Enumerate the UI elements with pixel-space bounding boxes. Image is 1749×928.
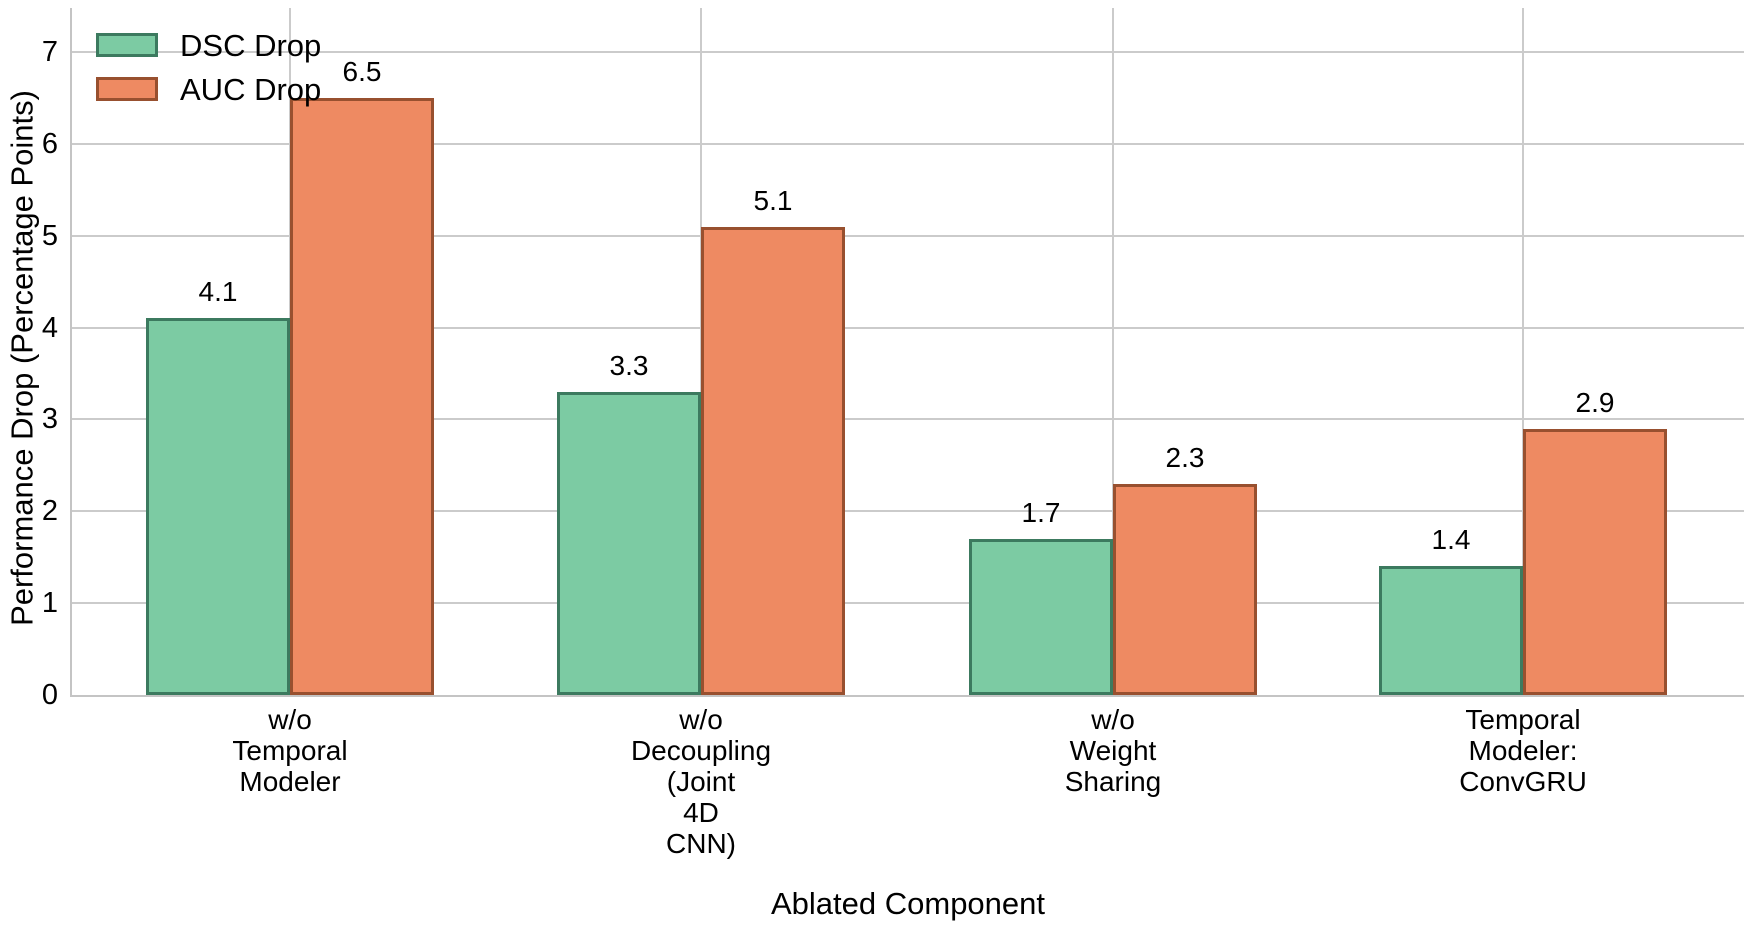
v-gridline — [1112, 8, 1114, 695]
x-tick-line: Sharing — [1064, 766, 1162, 797]
x-axis-spine — [70, 695, 1744, 697]
x-axis-label: Ablated Component — [770, 886, 1046, 921]
x-tick-line: Temporal — [1465, 704, 1581, 735]
legend-label-auc-drop: AUC Drop — [180, 71, 322, 107]
x-tick-line: 4D — [683, 797, 719, 828]
x-tick-line: Decoupling — [630, 735, 772, 766]
y-axis-label: Performance Drop (Percentage Points) — [4, 90, 40, 626]
bar-auc-drop-3 — [1523, 428, 1667, 695]
x-tick-label-0: w/o Temporal Modeler — [155, 704, 425, 797]
x-tick-line: Temporal — [232, 735, 348, 766]
x-tick-line: Weight — [1069, 735, 1157, 766]
y-tick-label-7: 7 — [41, 36, 58, 69]
y-tick-label-2: 2 — [41, 495, 58, 528]
x-tick-line: Modeler — [239, 766, 341, 797]
bar-dsc-drop-2 — [969, 538, 1113, 695]
y-tick-label-6: 6 — [41, 127, 58, 160]
legend-item-dsc-drop: DSC Drop — [96, 23, 321, 67]
x-tick-line: w/o — [679, 704, 723, 735]
bar-auc-drop-0 — [290, 98, 434, 695]
x-tick-line: w/o — [1091, 704, 1135, 735]
h-gridline — [72, 142, 1744, 145]
x-tick-line: Modeler: — [1468, 735, 1578, 766]
bar-value-label-dsc-drop-0: 4.1 — [198, 276, 238, 308]
x-tick-line: w/o — [268, 704, 312, 735]
legend-label-dsc-drop: DSC Drop — [180, 27, 322, 63]
bar-dsc-drop-0 — [146, 318, 290, 695]
bar-value-label-auc-drop-3: 2.9 — [1575, 386, 1615, 418]
y-tick-label-1: 1 — [41, 587, 58, 620]
bar-value-label-auc-drop-1: 5.1 — [753, 184, 793, 216]
bar-value-label-auc-drop-0: 6.5 — [342, 56, 382, 87]
x-tick-label-2: w/o Weight Sharing — [978, 704, 1248, 797]
x-tick-line: CNN) — [666, 828, 736, 859]
legend: DSC Drop AUC Drop — [96, 23, 321, 111]
h-gridline — [72, 602, 1744, 605]
y-tick-label-0: 0 — [41, 679, 58, 711]
y-axis-spine — [70, 8, 72, 695]
bar-value-label-dsc-drop-1: 3.3 — [609, 349, 649, 381]
x-tick-line: ConvGRU — [1459, 766, 1587, 797]
x-tick-line: (Joint — [666, 766, 736, 797]
x-tick-label-3: Temporal Modeler: ConvGRU — [1388, 704, 1658, 797]
y-tick-label-5: 5 — [41, 219, 58, 252]
bar-auc-drop-2 — [1113, 483, 1257, 695]
h-gridline — [72, 510, 1744, 513]
y-tick-label-4: 4 — [41, 311, 58, 344]
h-gridline — [72, 234, 1744, 237]
v-gridline — [1522, 8, 1524, 695]
bar-value-label-dsc-drop-3: 1.4 — [1431, 524, 1471, 556]
bar-dsc-drop-3 — [1379, 566, 1523, 695]
bar-dsc-drop-1 — [557, 391, 701, 695]
x-tick-label-1: w/o Decoupling (Joint 4D CNN) — [566, 704, 836, 859]
h-gridline — [72, 51, 1744, 54]
auc-drop-swatch — [96, 77, 158, 101]
bar-auc-drop-1 — [701, 226, 845, 695]
bar-value-label-dsc-drop-2: 1.7 — [1021, 496, 1061, 528]
legend-item-auc-drop: AUC Drop — [96, 67, 321, 111]
h-gridline — [72, 418, 1744, 421]
y-tick-label-3: 3 — [41, 403, 58, 436]
bar-value-label-auc-drop-2: 2.3 — [1165, 441, 1205, 473]
dsc-drop-swatch — [96, 33, 158, 57]
h-gridline — [72, 326, 1744, 329]
